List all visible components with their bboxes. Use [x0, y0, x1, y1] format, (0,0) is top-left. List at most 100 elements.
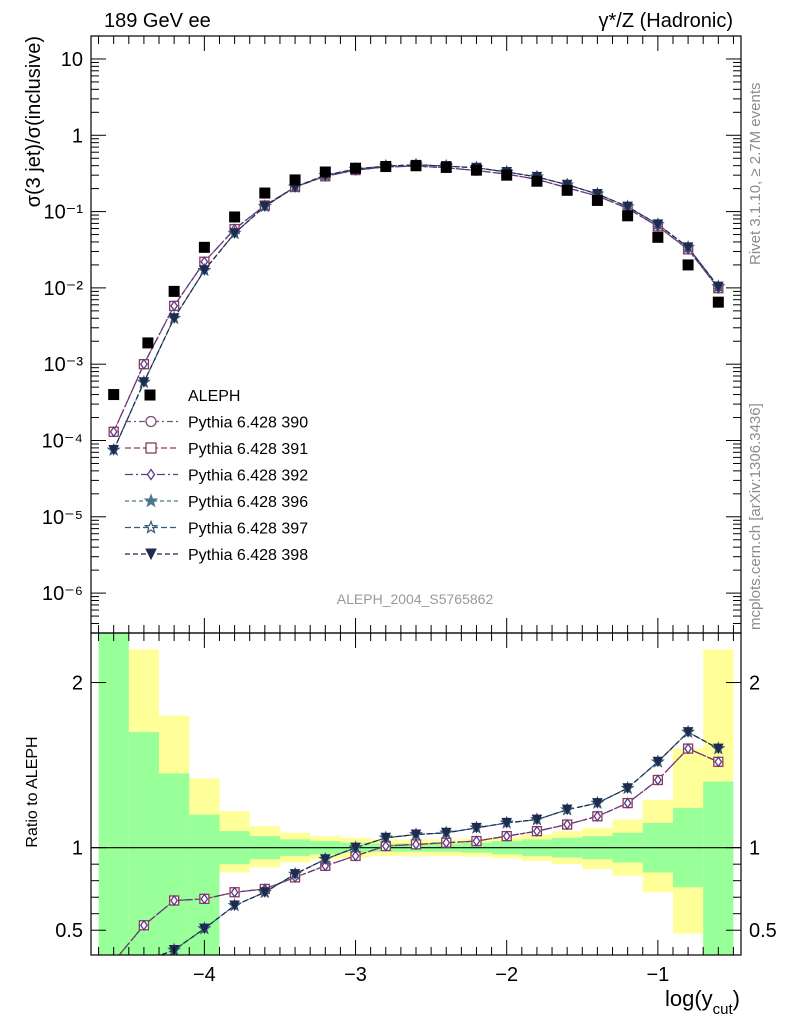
marker-diamond: [321, 860, 330, 872]
marker-data-square: [712, 296, 724, 308]
marker-circle: [145, 415, 157, 428]
marker-triangle: [380, 832, 392, 844]
marker-triangle: [109, 977, 118, 986]
marker-diamond: [412, 838, 420, 850]
y-tick-label: 10⁻⁵: [42, 507, 83, 529]
marker-triangle: [138, 377, 150, 388]
marker-diamond: [111, 957, 117, 966]
marker-diamond: [623, 797, 632, 809]
marker-triangle: [713, 743, 724, 755]
ratio-tick-label-right: 0.5: [749, 920, 777, 942]
marker-open-star: [108, 976, 119, 986]
y-tick-label: 1: [72, 125, 83, 147]
marker-data-square: [319, 166, 331, 178]
marker-triangle: [259, 887, 271, 898]
marker-data-square: [142, 337, 154, 349]
marker-diamond: [593, 810, 602, 822]
marker-diamond: [684, 742, 693, 755]
marker-triangle: [350, 842, 361, 854]
mcplots-label: mcplots.cern.ch [arXiv:1306.3436]: [747, 403, 764, 630]
marker-open-star: [143, 954, 145, 955]
marker-diamond: [381, 840, 390, 852]
marker-square: [109, 957, 118, 966]
ratio-series-line: [159, 731, 719, 955]
marker-data-square: [531, 175, 543, 187]
marker-data-square: [501, 169, 513, 181]
marker-diamond: [109, 426, 118, 438]
marker-triangle: [199, 265, 210, 276]
xlabel-close: ): [733, 986, 740, 1011]
marker-triangle: [471, 822, 482, 834]
main-frame: [90, 35, 742, 634]
legend-label: Pythia 6.428 396: [188, 494, 308, 511]
band-green: [128, 732, 160, 955]
marker-star: [143, 493, 159, 508]
x-tick-label: −2: [495, 964, 518, 986]
ratio-tick-label-right: 2: [749, 673, 760, 695]
marker-triangle: [652, 219, 664, 230]
marker-triangle: [592, 798, 603, 809]
marker-data-square: [229, 211, 241, 223]
marker-triangle: [561, 804, 573, 816]
y-tick-label: 10⁻³: [44, 354, 84, 376]
marker-triangle: [501, 817, 513, 829]
y-tick-label: 10⁻⁴: [42, 430, 83, 452]
marker-triangle: [561, 179, 573, 191]
marker-triangle: [622, 783, 633, 794]
legend: ALEPH Pythia 6.428 390 Pythia 6.428 391 Pyt…: [125, 388, 308, 564]
marker-circle: [109, 957, 118, 966]
ratio-tick-label-left: 1: [72, 838, 83, 860]
marker-diamond: [472, 835, 481, 847]
marker-diamond: [714, 756, 723, 768]
marker-diamond: [502, 830, 511, 842]
analysis-id: ALEPH_2004_S5765862: [337, 591, 494, 607]
marker-diamond: [563, 818, 572, 831]
marker-triangle: [139, 957, 148, 966]
y-tick-label: 10⁻⁶: [42, 583, 83, 605]
marker-triangle: [199, 923, 210, 935]
marker-diamond: [146, 468, 156, 481]
ratio-bands: [98, 633, 734, 955]
xlabel-sub: cut: [713, 1001, 734, 1018]
marker-diamond: [200, 893, 209, 905]
marker-diamond: [139, 919, 148, 931]
marker-data-square: [410, 160, 422, 172]
marker-triangle: [229, 900, 240, 912]
y-tick-label: 10: [61, 49, 83, 71]
marker-data-square: [168, 285, 180, 297]
marker-triangle: [319, 854, 331, 865]
marker-data-square: [622, 210, 634, 222]
marker-diamond: [442, 837, 451, 849]
marker-triangle: [440, 827, 452, 839]
marker-data-square: [380, 160, 392, 172]
legend-label: Pythia 6.428 397: [188, 521, 308, 538]
marker-triangle: [259, 201, 271, 212]
xlabel: log(ycut): [665, 986, 740, 1018]
plot-frames: 10⁻⁶ 10⁻⁵ 10⁻⁴ 10⁻³ 10⁻² 10⁻¹ 1 10 −4 −3 −2 −1 0.5 0.…: [42, 35, 777, 986]
marker-star: [143, 954, 145, 955]
ratio-tick-label-left: 0.5: [55, 920, 83, 942]
marker-triangle: [652, 756, 664, 768]
rivet-label: Rivet 3.1.10, ≥ 2.7M events: [747, 83, 764, 266]
header-right: γ*/Z (Hadronic): [599, 10, 733, 32]
ratio-tick-label-left: 2: [72, 673, 83, 695]
marker-data-square: [144, 389, 156, 401]
legend-label-reference: ALEPH: [188, 388, 240, 405]
marker-open-star: [143, 519, 159, 534]
marker-data-square: [198, 241, 210, 253]
x-tick-label: −4: [193, 964, 216, 986]
marker-triangle: [713, 281, 724, 293]
marker-triangle: [168, 313, 180, 324]
ratio-tick-label-right: 1: [749, 838, 760, 860]
marker-data-square: [470, 164, 482, 176]
xlabel-main: log(y: [665, 986, 713, 1011]
marker-diamond: [170, 300, 179, 312]
marker-diamond: [139, 358, 148, 370]
x-tick-label: −1: [646, 964, 669, 986]
legend-label: Pythia 6.428 398: [188, 547, 308, 564]
band-green: [98, 633, 129, 955]
marker-data-square: [289, 174, 301, 186]
x-tick-label: −3: [344, 964, 367, 986]
marker-triangle: [531, 814, 543, 826]
marker-triangle: [229, 228, 240, 239]
